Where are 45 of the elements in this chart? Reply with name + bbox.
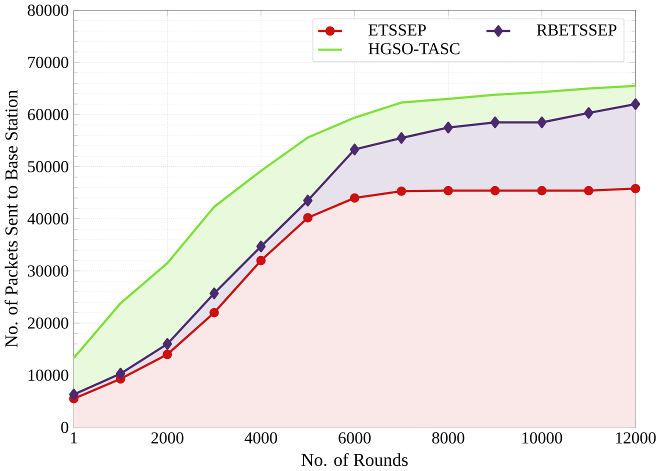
legend-label: HGSO-TASC (368, 43, 460, 54)
x-axis-title: No. of Rounds (301, 453, 408, 466)
y-tick-label: 30000 (28, 265, 68, 277)
y-tick-label: 10000 (28, 370, 68, 381)
point (490, 116, 500, 128)
legend-label: RBETSSEP (536, 24, 616, 36)
point (69, 388, 78, 401)
point (537, 186, 547, 196)
x-tick-label: 2000 (151, 432, 184, 444)
point (209, 308, 219, 318)
x-tick-label: 12000 (616, 432, 656, 444)
x-tick-label: 1 (71, 432, 77, 444)
point (444, 186, 453, 196)
point (537, 116, 547, 128)
point (116, 368, 126, 380)
y-axis-title: No. of Packets Sent to Base Station (4, 90, 18, 348)
point (630, 184, 640, 194)
x-tick-label: 4000 (244, 432, 278, 444)
point (630, 98, 640, 110)
y-tick-label: 40000 (27, 213, 68, 225)
x-tick-label: 8000 (432, 432, 464, 444)
point (162, 350, 172, 360)
point (490, 186, 500, 196)
point (350, 144, 360, 156)
x-tick-label: 6000 (338, 432, 371, 444)
point (584, 186, 594, 196)
x-tick-label: 10000 (522, 432, 562, 444)
point (303, 194, 312, 207)
legend-label: ETSSEP (368, 24, 426, 36)
point (210, 288, 219, 300)
point (303, 213, 313, 223)
point (396, 186, 406, 196)
y-tick-label: 20000 (28, 318, 68, 329)
y-tick-label: 80000 (28, 4, 68, 16)
point (162, 338, 172, 350)
point (256, 256, 266, 266)
point (584, 107, 594, 119)
point (256, 240, 266, 252)
point (350, 193, 360, 203)
point (396, 132, 406, 144)
y-tick-label: 50000 (28, 161, 68, 172)
y-tick-label: 60000 (28, 109, 68, 120)
y-tick-label: 0 (61, 422, 68, 434)
point (444, 122, 453, 134)
y-tick-label: 70000 (28, 56, 68, 68)
